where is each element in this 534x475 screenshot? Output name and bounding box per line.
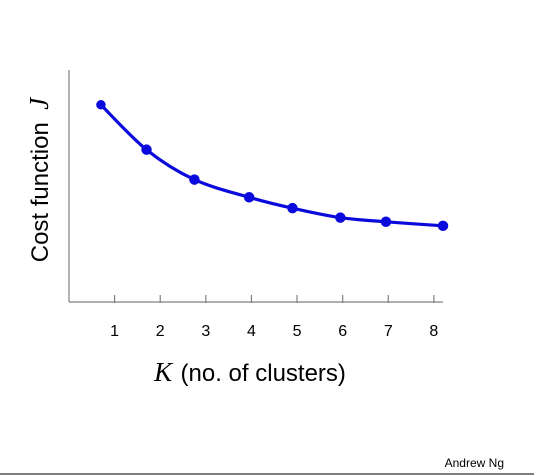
x-axis-title: K (no. of clusters) (153, 357, 346, 387)
data-point-3 (189, 174, 200, 185)
x-tick-label-8: 8 (429, 323, 438, 340)
x-tick-label-1: 1 (110, 323, 119, 340)
data-points (96, 100, 449, 232)
y-axis-title: Cost function J (24, 96, 54, 263)
data-point-1 (96, 100, 106, 110)
y-axis-symbol: J (24, 96, 54, 110)
x-tick-label-7: 7 (384, 323, 393, 340)
chart-axes (68, 70, 443, 303)
x-tick-label-4: 4 (247, 323, 256, 340)
y-axis-label: Cost function (27, 122, 54, 262)
x-axis-symbol: K (153, 357, 174, 387)
footer-divider (0, 473, 534, 475)
x-axis-label: (no. of clusters) (181, 360, 346, 387)
x-ticks (114, 295, 435, 303)
data-point-8 (437, 220, 449, 232)
x-tick-label-5: 5 (293, 323, 302, 340)
data-point-6 (335, 212, 346, 223)
data-point-5 (287, 202, 298, 214)
data-point-4 (243, 192, 255, 203)
x-tick-labels: 1 2 3 4 5 6 7 8 (110, 323, 438, 340)
x-tick-label-6: 6 (338, 323, 347, 340)
cost-curve (99, 103, 445, 228)
data-point-2 (141, 144, 152, 155)
x-tick-label-3: 3 (201, 323, 210, 340)
data-point-7 (380, 216, 392, 228)
author-credit: Andrew Ng (444, 456, 504, 470)
x-tick-label-2: 2 (156, 323, 165, 340)
